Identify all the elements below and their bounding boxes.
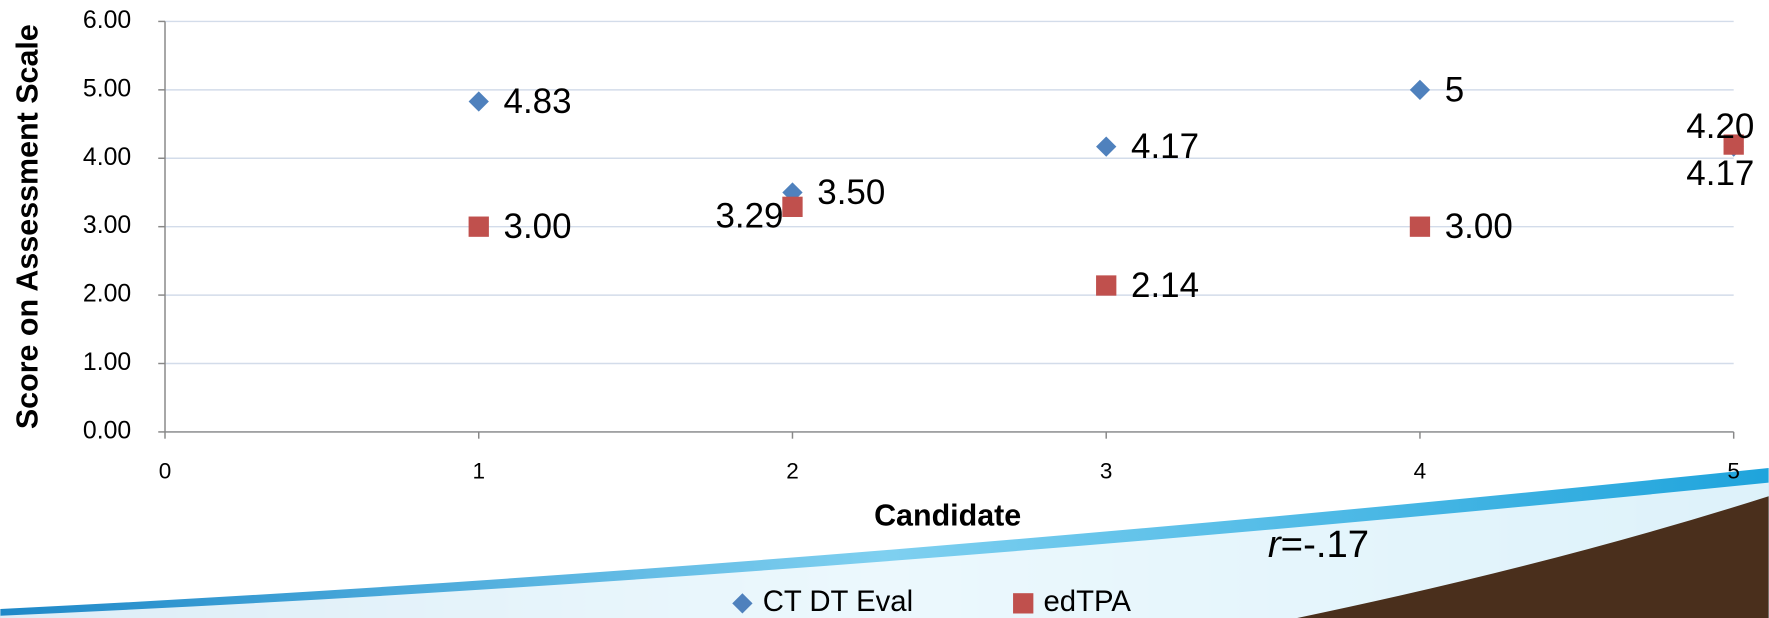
annotation-text: =-.17	[1281, 523, 1369, 566]
data-label: 3.00	[504, 207, 572, 246]
data-label: 4.20	[1686, 107, 1754, 146]
annotation: r=-.17	[1268, 523, 1369, 566]
square-marker	[469, 217, 489, 237]
y-tick-label: 1.00	[83, 349, 131, 376]
data-label: 4.83	[504, 82, 572, 121]
square-marker	[782, 197, 802, 217]
x-tick-label: 4	[1414, 458, 1427, 483]
y-tick-label: 2.00	[83, 281, 131, 308]
square-marker	[1096, 275, 1116, 295]
y-tick-label: 0.00	[83, 417, 131, 444]
data-label: 3.29	[715, 196, 783, 235]
y-tick-label: 5.00	[83, 75, 131, 102]
legend-marker	[1013, 593, 1033, 613]
y-axis-title: Score on Assessment Scale	[11, 24, 45, 429]
diamond-marker	[1410, 80, 1430, 100]
series: 3.00 3.29 2.14 3.00 4.20	[469, 107, 1755, 305]
legend-label: edTPA	[1044, 585, 1132, 618]
data-label: 3.50	[817, 173, 885, 212]
data-label: 4.17	[1131, 127, 1199, 166]
legend-label: CT DT Eval	[763, 585, 913, 618]
x-axis-title: Candidate	[874, 499, 1021, 533]
x-tick-label: 3	[1100, 458, 1113, 483]
page: {"chart_data": { "type": "scatter", "x_l…	[0, 0, 1769, 618]
y-tick-label: 3.00	[83, 212, 131, 239]
data-label: 2.14	[1131, 266, 1199, 305]
x-tick-label: 2	[786, 458, 799, 483]
square-marker	[1410, 217, 1430, 237]
x-tick-label: 0	[159, 458, 172, 483]
diamond-marker	[1096, 136, 1116, 156]
diamond-marker	[469, 91, 489, 111]
y-tick-label: 4.00	[83, 144, 131, 171]
x-tick-label: 1	[472, 458, 485, 483]
y-tick-label: 6.00	[83, 7, 131, 34]
data-label: 3.00	[1445, 207, 1513, 246]
x-tick-label: 5	[1727, 458, 1740, 483]
chart: Candidate Score on Assessment Scale r=-.…	[0, 0, 1769, 618]
data-label: 5	[1445, 70, 1464, 109]
series: 4.83 3.50 4.17 5 4.17	[469, 70, 1755, 212]
data-label: 4.17	[1686, 154, 1754, 193]
